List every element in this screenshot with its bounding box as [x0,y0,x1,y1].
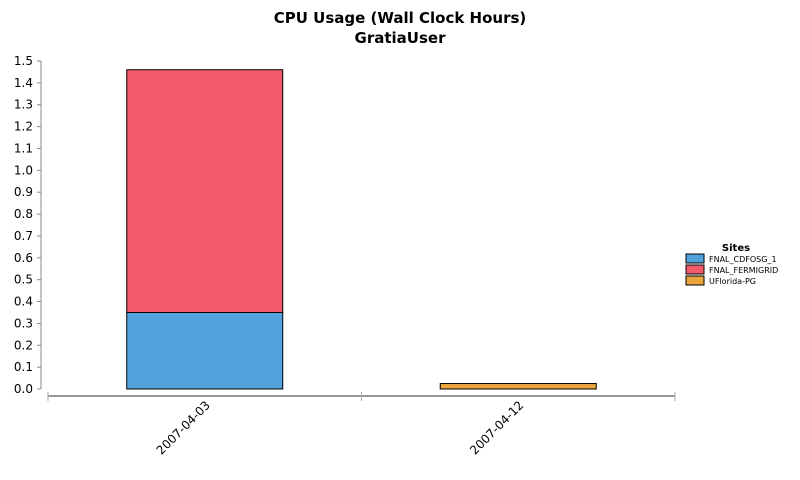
y-tick-label: 1.3 [14,98,33,112]
y-tick-label: 1.4 [14,76,33,90]
y-tick-label: 0.8 [14,207,33,221]
y-tick-label: 0.7 [14,229,33,243]
y-axis: 0.0 0.1 0.2 0.3 0.4 0.5 0.6 0.7 0.8 0.9 1.0 1.1 1.2 1… [14,54,42,396]
legend-swatch [685,253,705,264]
y-tick-label: 1.2 [14,120,33,134]
legend-items: FNAL_CDFOSG_1 FNAL_FERMIGRID UFlorida-PG [685,253,778,286]
y-tick-label: 1.1 [14,141,33,155]
x-axis: 2007-04-03 2007-04-12 [47,392,676,457]
y-tick-label: 0.9 [14,185,33,199]
y-tick-label: 1.0 [14,163,33,177]
y-tick-label: 1.5 [14,54,33,68]
chart-subtitle: GratiaUser [355,29,447,47]
legend-label: FNAL_CDFOSG_1 [709,255,777,264]
bar-segment [439,383,597,390]
bars-group [126,69,597,390]
x-tick-label: 2007-04-12 [467,398,526,457]
y-tick-label: 0.5 [14,273,33,287]
y-tick-label: 0.6 [14,251,33,265]
legend-label: FNAL_FERMIGRID [709,266,778,275]
bar-segment [126,69,284,313]
chart-title: CPU Usage (Wall Clock Hours) [274,9,527,27]
y-tick-label: 0.4 [14,295,33,309]
legend-label: UFlorida-PG [709,277,756,286]
legend-swatch [685,264,705,275]
legend: Sites FNAL_CDFOSG_1 FNAL_FERMIGRID UFlorid… [685,243,778,286]
y-tick-label: 0.3 [14,316,33,330]
x-tick-label: 2007-04-03 [154,398,213,457]
legend-swatch [685,275,705,286]
bar-segment [126,311,284,390]
y-tick-label: 0.0 [14,382,33,396]
y-tick-label: 0.1 [14,360,33,374]
legend-title: Sites [722,243,750,254]
y-tick-label: 0.2 [14,338,33,352]
